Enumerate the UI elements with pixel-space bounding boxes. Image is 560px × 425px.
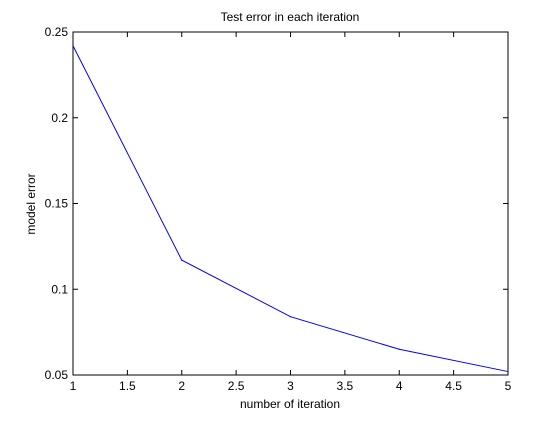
- x-tick-label: 4.5: [445, 379, 462, 393]
- x-tick-label: 3.5: [337, 379, 354, 393]
- x-tick-label: 1.5: [119, 379, 136, 393]
- x-tick-label: 4: [396, 379, 403, 393]
- data-point: [72, 45, 74, 47]
- x-tick-label: 5: [505, 379, 512, 393]
- data-point: [398, 348, 400, 350]
- y-tick-label: 0.15: [45, 197, 69, 211]
- x-axis-label: number of iteration: [240, 397, 340, 411]
- data-point: [181, 259, 183, 261]
- series-layer: [72, 45, 509, 373]
- x-tick-label: 2.5: [228, 379, 245, 393]
- y-tick-label: 0.25: [45, 25, 69, 39]
- tick-labels: 1 1.5 2 2.5 3 3.5 4 4.5 5 0.05 0.1 0.15 0.2 0.25: [45, 25, 512, 393]
- y-tick-label: 0.2: [51, 111, 68, 125]
- data-point: [507, 370, 509, 373]
- y-axis-label: model error: [24, 173, 38, 234]
- chart-title: Test error in each iteration: [221, 10, 360, 24]
- tick-marks: [72, 31, 509, 376]
- plot-area-frame: [72, 31, 509, 376]
- x-tick-label: 3: [287, 379, 294, 393]
- y-tick-label: 0.1: [51, 282, 68, 296]
- data-point: [289, 316, 292, 318]
- y-tick-label: 0.05: [45, 368, 69, 382]
- x-tick-label: 2: [178, 379, 185, 393]
- x-tick-label: 1: [70, 379, 77, 393]
